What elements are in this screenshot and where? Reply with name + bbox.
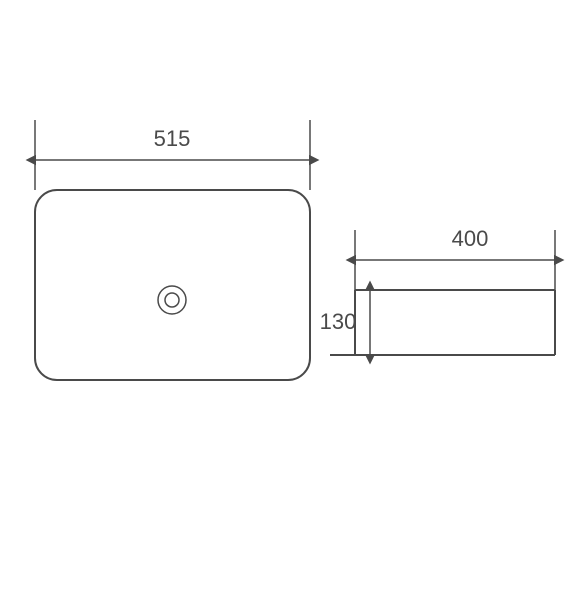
dim-130-label: 130 bbox=[320, 309, 357, 334]
dim-400-label: 400 bbox=[452, 226, 489, 251]
dim-515-label: 515 bbox=[154, 126, 191, 151]
